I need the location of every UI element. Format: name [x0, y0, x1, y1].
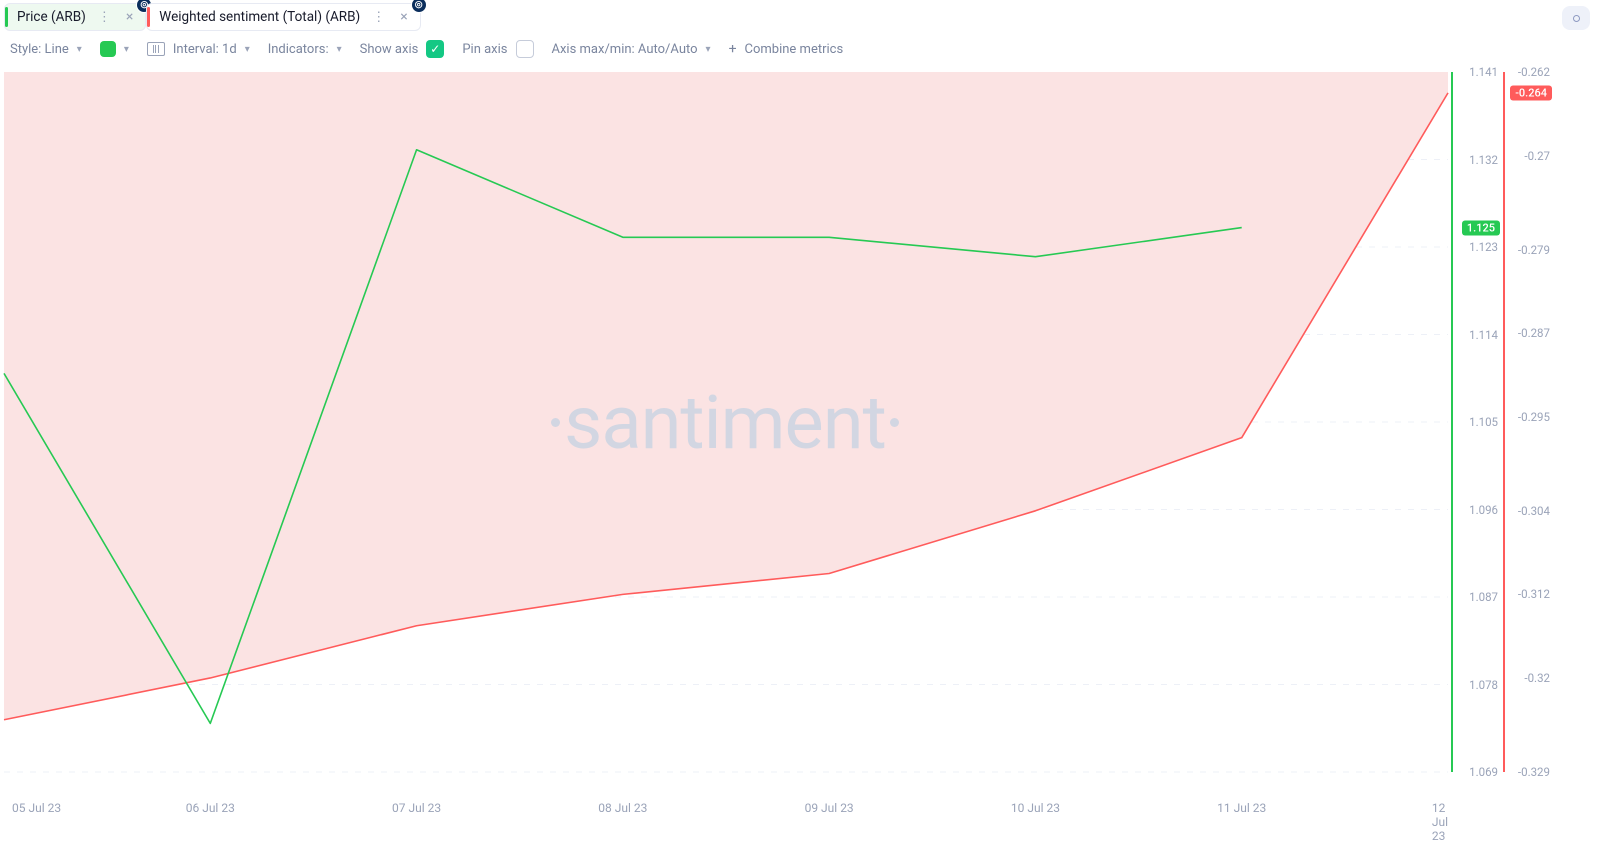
price-value-badge: 1.125 — [1462, 220, 1500, 235]
axis-minmax-select[interactable]: Axis max/min: Auto/Auto ▾ — [552, 42, 711, 57]
tab-sentiment[interactable]: Weighted sentiment (Total) (ARB) ⋮ × ◎ — [146, 3, 420, 31]
x-tick-label: 06 Jul 23 — [186, 801, 235, 815]
y-tick-price: 1.114 — [1469, 328, 1498, 342]
y-tick-sentiment: -0.304 — [1518, 504, 1550, 518]
plus-icon: + — [729, 41, 737, 57]
chevron-down-icon: ▾ — [706, 44, 711, 55]
x-tick-label: 09 Jul 23 — [805, 801, 854, 815]
close-icon[interactable]: × — [124, 9, 135, 25]
tab-label: Price (ARB) — [17, 9, 86, 25]
interval-label: Interval: 1d — [173, 42, 237, 57]
y-axis-price: 1.0691.0781.0871.0961.1051.1141.1231.132… — [1456, 72, 1502, 775]
chevron-down-icon: ▾ — [124, 44, 129, 55]
chevron-down-icon: ▾ — [245, 44, 250, 55]
tab-label: Weighted sentiment (Total) (ARB) — [159, 9, 360, 25]
settings-icon — [1573, 15, 1580, 22]
axis-label: Axis max/min: Auto/Auto — [552, 42, 698, 57]
x-tick-label: 11 Jul 23 — [1217, 801, 1266, 815]
pin-axis-label: Pin axis — [462, 42, 507, 57]
style-label: Style: Line — [10, 42, 69, 57]
y-axis-sentiment: -0.329-0.32-0.312-0.304-0.295-0.287-0.27… — [1508, 72, 1554, 775]
metric-tabs: Price (ARB) ⋮ × ◎ Weighted sentiment (To… — [0, 0, 1600, 32]
more-icon[interactable]: ⋮ — [370, 10, 388, 25]
combine-metrics-button[interactable]: + Combine metrics — [729, 41, 844, 57]
sentiment-value-badge: -0.264 — [1510, 85, 1552, 100]
show-axis-label: Show axis — [360, 42, 419, 57]
checkbox-off-icon — [516, 40, 534, 58]
y-tick-price: 1.132 — [1469, 153, 1498, 167]
x-tick-label: 10 Jul 23 — [1011, 801, 1060, 815]
chart[interactable]: santiment 05 Jul 2306 Jul 2307 Jul 2308 … — [0, 72, 1600, 805]
y-tick-sentiment: -0.312 — [1518, 587, 1550, 601]
close-icon[interactable]: × — [398, 9, 409, 25]
y-tick-sentiment: -0.287 — [1518, 326, 1550, 340]
style-select[interactable]: Style: Line ▾ — [10, 42, 82, 57]
tab-price[interactable]: Price (ARB) ⋮ × ◎ — [4, 3, 146, 31]
asset-logo-icon: ◎ — [411, 0, 427, 13]
pin-axis-toggle[interactable]: Pin axis — [462, 40, 533, 58]
y-tick-sentiment: -0.27 — [1524, 149, 1550, 163]
chevron-down-icon: ▾ — [77, 44, 82, 55]
interval-icon — [147, 42, 165, 56]
y-tick-sentiment: -0.279 — [1518, 243, 1550, 257]
chevron-down-icon: ▾ — [337, 44, 342, 55]
y-tick-sentiment: -0.329 — [1518, 765, 1550, 779]
x-tick-label: 12 Jul 23 — [1432, 801, 1448, 843]
y-tick-sentiment: -0.295 — [1518, 410, 1550, 424]
y-tick-price: 1.096 — [1469, 503, 1498, 517]
x-tick-label: 07 Jul 23 — [392, 801, 441, 815]
settings-button[interactable] — [1562, 6, 1590, 30]
y-tick-price: 1.069 — [1469, 765, 1498, 779]
y-tick-price: 1.087 — [1469, 590, 1498, 604]
y-tick-price: 1.123 — [1469, 240, 1498, 254]
y-tick-price: 1.141 — [1469, 65, 1498, 79]
y-tick-price: 1.105 — [1469, 415, 1498, 429]
chart-svg — [0, 72, 1600, 805]
more-icon[interactable]: ⋮ — [96, 10, 114, 25]
y-tick-sentiment: -0.262 — [1518, 65, 1550, 79]
combine-label: Combine metrics — [745, 42, 844, 57]
color-swatch — [100, 41, 116, 57]
y-tick-price: 1.078 — [1469, 678, 1498, 692]
interval-select[interactable]: Interval: 1d ▾ — [147, 42, 250, 57]
y-tick-sentiment: -0.32 — [1524, 671, 1550, 685]
x-tick-label: 08 Jul 23 — [598, 801, 647, 815]
x-tick-label: 05 Jul 23 — [12, 801, 61, 815]
color-select[interactable]: ▾ — [100, 41, 129, 57]
chart-toolbar: Style: Line ▾ ▾ Interval: 1d ▾ Indicator… — [0, 32, 1600, 72]
checkbox-on-icon: ✓ — [426, 40, 444, 58]
show-axis-toggle[interactable]: Show axis ✓ — [360, 40, 445, 58]
indicators-label: Indicators: — [268, 42, 329, 57]
indicators-select[interactable]: Indicators: ▾ — [268, 42, 342, 57]
